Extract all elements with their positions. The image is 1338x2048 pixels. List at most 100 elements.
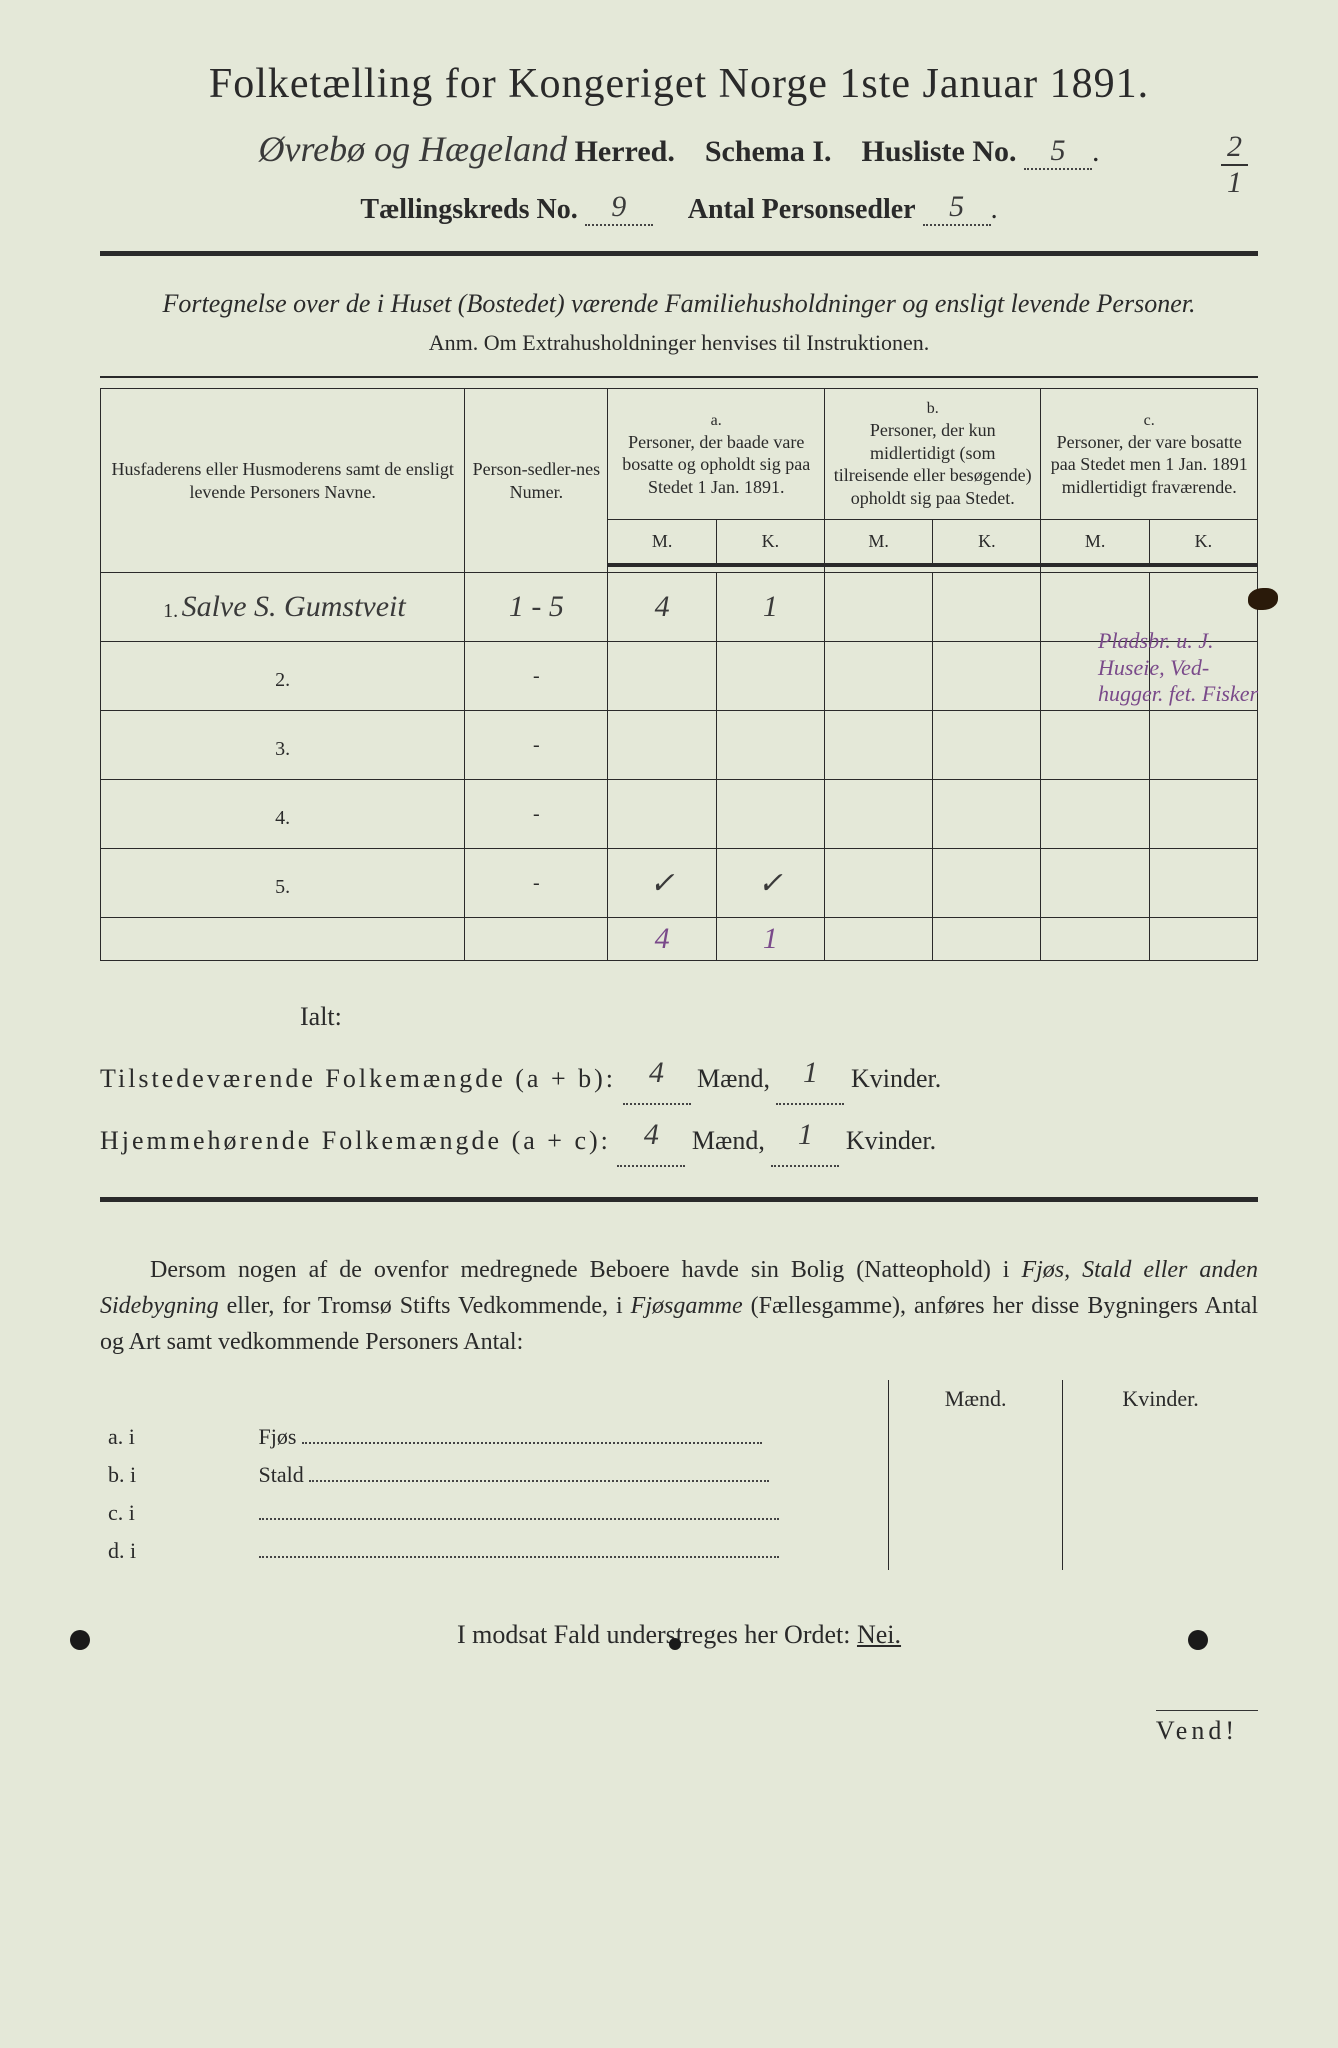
outbld-letter: d. i — [100, 1532, 251, 1570]
outbld-letter: b. i — [100, 1456, 251, 1494]
cell-ck — [1149, 849, 1257, 918]
cell-am — [608, 642, 716, 711]
col-a-k: K. — [716, 520, 824, 565]
row-num: 1. — [160, 600, 182, 623]
cell-am — [608, 780, 716, 849]
cell-am: 4 — [655, 590, 670, 623]
maend-label: Mænd, — [692, 1126, 765, 1155]
nei-text: I modsat Fald understreges her Ordet: — [457, 1620, 851, 1649]
outbuilding-table: Mænd. Kvinder. a. i Fjøs b. i Stald c. i… — [100, 1380, 1258, 1570]
col-c-m: M. — [1041, 520, 1149, 565]
table-row: 5. - ✓ ✓ — [101, 849, 1258, 918]
subtitle: Fortegnelse over de i Huset (Bostedet) v… — [100, 286, 1258, 322]
maend-label: Mænd, — [697, 1064, 770, 1093]
cell-bm — [824, 780, 932, 849]
outbld-row: a. i Fjøs — [100, 1418, 1258, 1456]
person-name: Salve S. Gumstveit — [182, 590, 406, 623]
sedler-num: - — [533, 803, 540, 825]
kreds-no: 9 — [585, 190, 653, 226]
husliste-label: Husliste No. — [862, 135, 1017, 168]
cell-bk — [933, 780, 1041, 849]
table-row: 4. - — [101, 780, 1258, 849]
main-table: Husfaderens eller Husmoderens samt de en… — [100, 388, 1258, 961]
col-b-m: M. — [824, 520, 932, 565]
antal-label: Antal Personsedler — [688, 194, 916, 225]
dots-fill — [302, 1430, 762, 1444]
cell-am: ✓ — [650, 867, 675, 900]
hjemme-label: Hjemmehørende Folkemængde (a + c): — [100, 1126, 611, 1155]
census-form-page: Folketælling for Kongeriget Norge 1ste J… — [0, 0, 1338, 1690]
total-m: 4 — [655, 922, 670, 955]
tilstede-m: 4 — [623, 1043, 691, 1105]
antal-no: 5 — [923, 190, 991, 226]
rule-1 — [100, 251, 1258, 256]
cell-bm — [824, 711, 932, 780]
rule-2 — [100, 376, 1258, 378]
husliste-no: 5 — [1024, 134, 1092, 170]
outbld-head-k: Kvinder. — [1063, 1380, 1258, 1418]
col-c-label: c. — [1047, 411, 1251, 431]
punch-hole-icon — [70, 1630, 90, 1650]
sedler-num: - — [533, 734, 540, 756]
para-t2: eller, for Tromsø Stifts Vedkommende, i — [219, 1293, 631, 1319]
tilstede-k: 1 — [776, 1043, 844, 1105]
col-head-b: b. Personer, der kun midlertidigt (som t… — [824, 389, 1041, 520]
cell-ak — [716, 711, 824, 780]
cell-ak: ✓ — [758, 867, 783, 900]
cell-bk — [933, 642, 1041, 711]
table-row: 2. - — [101, 642, 1258, 711]
dots-fill — [259, 1506, 779, 1520]
col-head-number: Person-sedler-nes Numer. — [465, 389, 608, 573]
cell-ck — [1149, 780, 1257, 849]
outbld-name: Fjøs — [259, 1424, 297, 1449]
kreds-label: Tællingskreds No. — [360, 194, 577, 225]
cell-ck — [1149, 711, 1257, 780]
row-num: 2. — [272, 669, 294, 692]
fraction-top: 2 — [1221, 130, 1248, 166]
cell-cm — [1041, 849, 1149, 918]
col-c-k: K. — [1149, 520, 1257, 565]
sedler-num: 1 - 5 — [509, 590, 564, 623]
table-row: 3. - — [101, 711, 1258, 780]
outbld-letter: c. i — [100, 1494, 251, 1532]
outbld-name: Stald — [259, 1462, 304, 1487]
column-totals: 4 1 — [101, 918, 1258, 961]
page-fraction: 2 1 — [1221, 130, 1248, 200]
outbuilding-paragraph: Dersom nogen af de ovenfor medregnede Be… — [100, 1252, 1258, 1360]
col-head-c: c. Personer, der vare bosatte paa Stedet… — [1041, 389, 1258, 520]
ialt-block: Ialt: Tilstedeværende Folkemængde (a + b… — [100, 991, 1258, 1167]
row-num: 4. — [272, 807, 294, 830]
cell-cm — [1041, 780, 1149, 849]
schema-label: Schema I. — [705, 135, 832, 168]
col-a-m: M. — [608, 520, 716, 565]
col-b-k: K. — [933, 520, 1041, 565]
rule-3 — [100, 1197, 1258, 1202]
table-row: 1.Salve S. Gumstveit 1 - 5 4 1 — [101, 573, 1258, 642]
row-num: 5. — [272, 876, 294, 899]
vend-label: Vend! — [1156, 1710, 1258, 1746]
para-em2: Fjøsgamme — [631, 1293, 743, 1319]
col-head-a: a. Personer, der baade vare bosatte og o… — [608, 389, 825, 520]
outbld-row: d. i — [100, 1532, 1258, 1570]
total-k: 1 — [763, 922, 778, 955]
cell-ak — [716, 642, 824, 711]
kvinder-label: Kvinder. — [851, 1064, 941, 1093]
col-a-label: a. — [614, 411, 818, 431]
dots-fill — [309, 1468, 769, 1482]
outbld-head-m: Mænd. — [889, 1380, 1063, 1418]
col-a-text: Personer, der baade vare bosatte og opho… — [614, 431, 818, 499]
col-c-text: Personer, der vare bosatte paa Stedet me… — [1047, 431, 1251, 499]
sedler-num: - — [533, 872, 540, 894]
table-body: 1.Salve S. Gumstveit 1 - 5 4 1 2. - 3. - — [101, 573, 1258, 961]
ink-blot-icon — [1248, 588, 1278, 610]
main-title: Folketælling for Kongeriget Norge 1ste J… — [100, 60, 1258, 108]
cell-ak: 1 — [763, 590, 778, 623]
dots-fill — [259, 1544, 779, 1558]
kvinder-label: Kvinder. — [846, 1126, 936, 1155]
cell-bk — [933, 849, 1041, 918]
cell-bk — [933, 711, 1041, 780]
cell-am — [608, 711, 716, 780]
cell-cm — [1041, 711, 1149, 780]
ialt-label: Ialt: — [100, 991, 1258, 1043]
col-head-name: Husfaderens eller Husmoderens samt de en… — [101, 389, 465, 573]
